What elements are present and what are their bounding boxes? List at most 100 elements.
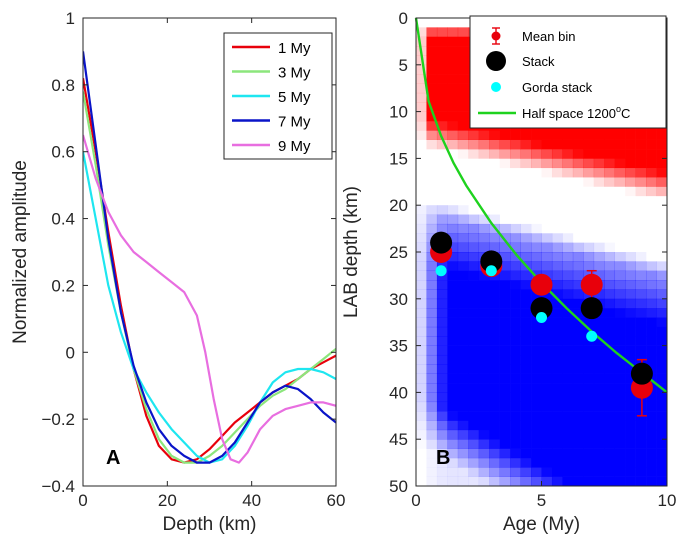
heatmap-cell xyxy=(447,448,459,459)
heatmap-cell xyxy=(416,336,427,346)
heatmap-cell xyxy=(478,308,490,318)
heatmap-cell xyxy=(541,167,553,178)
heatmap-cell xyxy=(489,411,500,421)
heatmap-cell xyxy=(478,270,490,281)
heatmap-cell xyxy=(541,345,553,356)
heatmap-cell xyxy=(614,158,626,169)
heatmap-cell xyxy=(447,27,459,38)
heatmap-cell xyxy=(551,252,563,262)
heatmap-cell xyxy=(656,280,668,290)
heatmap-cell xyxy=(614,392,626,403)
heatmap-cell xyxy=(531,252,542,262)
heatmap-cell xyxy=(614,252,626,262)
heatmap-cell xyxy=(531,354,542,365)
heatmap-cell xyxy=(457,298,469,309)
heatmap-cell xyxy=(541,326,553,337)
heatmap-cell xyxy=(416,439,427,449)
heatmap-cell xyxy=(572,130,584,140)
heatmap-cell xyxy=(531,429,542,440)
heatmap-cell xyxy=(478,373,490,384)
heatmap-cell xyxy=(531,439,542,449)
heatmap-cell xyxy=(447,317,459,328)
stack-point xyxy=(530,297,553,320)
heatmap-cell xyxy=(436,476,448,487)
heatmap-cell xyxy=(416,111,427,122)
heatmap-cell xyxy=(468,336,480,346)
heatmap-cell xyxy=(583,345,595,356)
heatmap-cell xyxy=(551,420,563,431)
heatmap-cell xyxy=(468,317,480,328)
heatmap-cell xyxy=(447,214,459,225)
heatmap-cell xyxy=(457,392,469,403)
heatmap-cell xyxy=(635,261,647,272)
heatmap-cell xyxy=(646,261,657,272)
heatmap-cell xyxy=(541,429,553,440)
heatmap-cell xyxy=(457,214,469,225)
heatmap-cell xyxy=(426,270,438,281)
heatmap-cell xyxy=(635,270,647,281)
heatmap-cell xyxy=(656,364,668,374)
heatmap-cell xyxy=(447,261,459,272)
heatmap-cell xyxy=(593,373,605,384)
heatmap-cell xyxy=(510,130,521,140)
heatmap-cell xyxy=(447,298,459,309)
heatmap-cell xyxy=(457,289,469,300)
heatmap-cell xyxy=(604,429,616,440)
heatmap-cell xyxy=(520,233,532,243)
heatmap-cell xyxy=(416,92,427,103)
heatmap-cell xyxy=(531,317,542,328)
heatmap-cell xyxy=(468,289,480,300)
heatmap-cell xyxy=(520,326,532,337)
heatmap-cell xyxy=(478,139,490,150)
heatmap-cell xyxy=(426,345,438,356)
heatmap-cell xyxy=(510,476,521,487)
heatmap-cell xyxy=(468,308,480,318)
heatmap-cell xyxy=(457,326,469,337)
heatmap-cell xyxy=(531,411,542,421)
heatmap-cell xyxy=(426,289,438,300)
heatmap-cell xyxy=(468,149,480,159)
heatmap-cell xyxy=(447,242,459,253)
heatmap-cell xyxy=(436,467,448,477)
heatmap-cell xyxy=(426,64,438,75)
heatmap-cell xyxy=(468,467,480,477)
heatmap-cell xyxy=(436,102,448,112)
heatmap-cell xyxy=(614,457,626,468)
x-tick-label: 10 xyxy=(658,491,677,510)
heatmap-cell xyxy=(646,308,657,318)
heatmap-cell xyxy=(551,476,563,487)
heatmap-cell xyxy=(646,326,657,337)
heatmap-cell xyxy=(604,364,616,374)
heatmap-cell xyxy=(478,289,490,300)
heatmap-cell xyxy=(551,383,563,393)
panel-b: 0 5 10 0 5 10 15 20 25 30 35 40 45 50 Age (My) LAB dept… xyxy=(341,9,676,535)
heatmap-cell xyxy=(583,420,595,431)
heatmap-cell xyxy=(583,392,595,403)
heatmap-cell xyxy=(520,336,532,346)
heatmap-cell xyxy=(478,149,490,159)
y-tick-label: 25 xyxy=(389,243,408,262)
legend-label-gorda-stack: Gorda stack xyxy=(522,80,593,95)
heatmap-cell xyxy=(625,177,636,187)
heatmap-cell xyxy=(604,270,616,281)
heatmap-cell xyxy=(614,364,626,374)
heatmap-cell xyxy=(614,383,626,393)
heatmap-cell xyxy=(562,270,574,281)
heatmap-cell xyxy=(583,336,595,346)
heatmap-cell xyxy=(593,345,605,356)
heatmap-cell xyxy=(562,457,574,468)
heatmap-cell xyxy=(583,149,595,159)
heatmap-cell xyxy=(614,326,626,337)
heatmap-cell xyxy=(478,280,490,290)
heatmap-cell xyxy=(646,439,657,449)
heatmap-cell xyxy=(656,177,668,187)
heatmap-cell xyxy=(635,326,647,337)
heatmap-cell xyxy=(416,411,427,421)
heatmap-cell xyxy=(447,345,459,356)
heatmap-cell xyxy=(426,308,438,318)
heatmap-cell xyxy=(457,149,469,159)
heatmap-cell xyxy=(499,261,511,272)
heatmap-cell xyxy=(468,345,480,356)
heatmap-cell xyxy=(531,448,542,459)
heatmap-cell xyxy=(656,411,668,421)
